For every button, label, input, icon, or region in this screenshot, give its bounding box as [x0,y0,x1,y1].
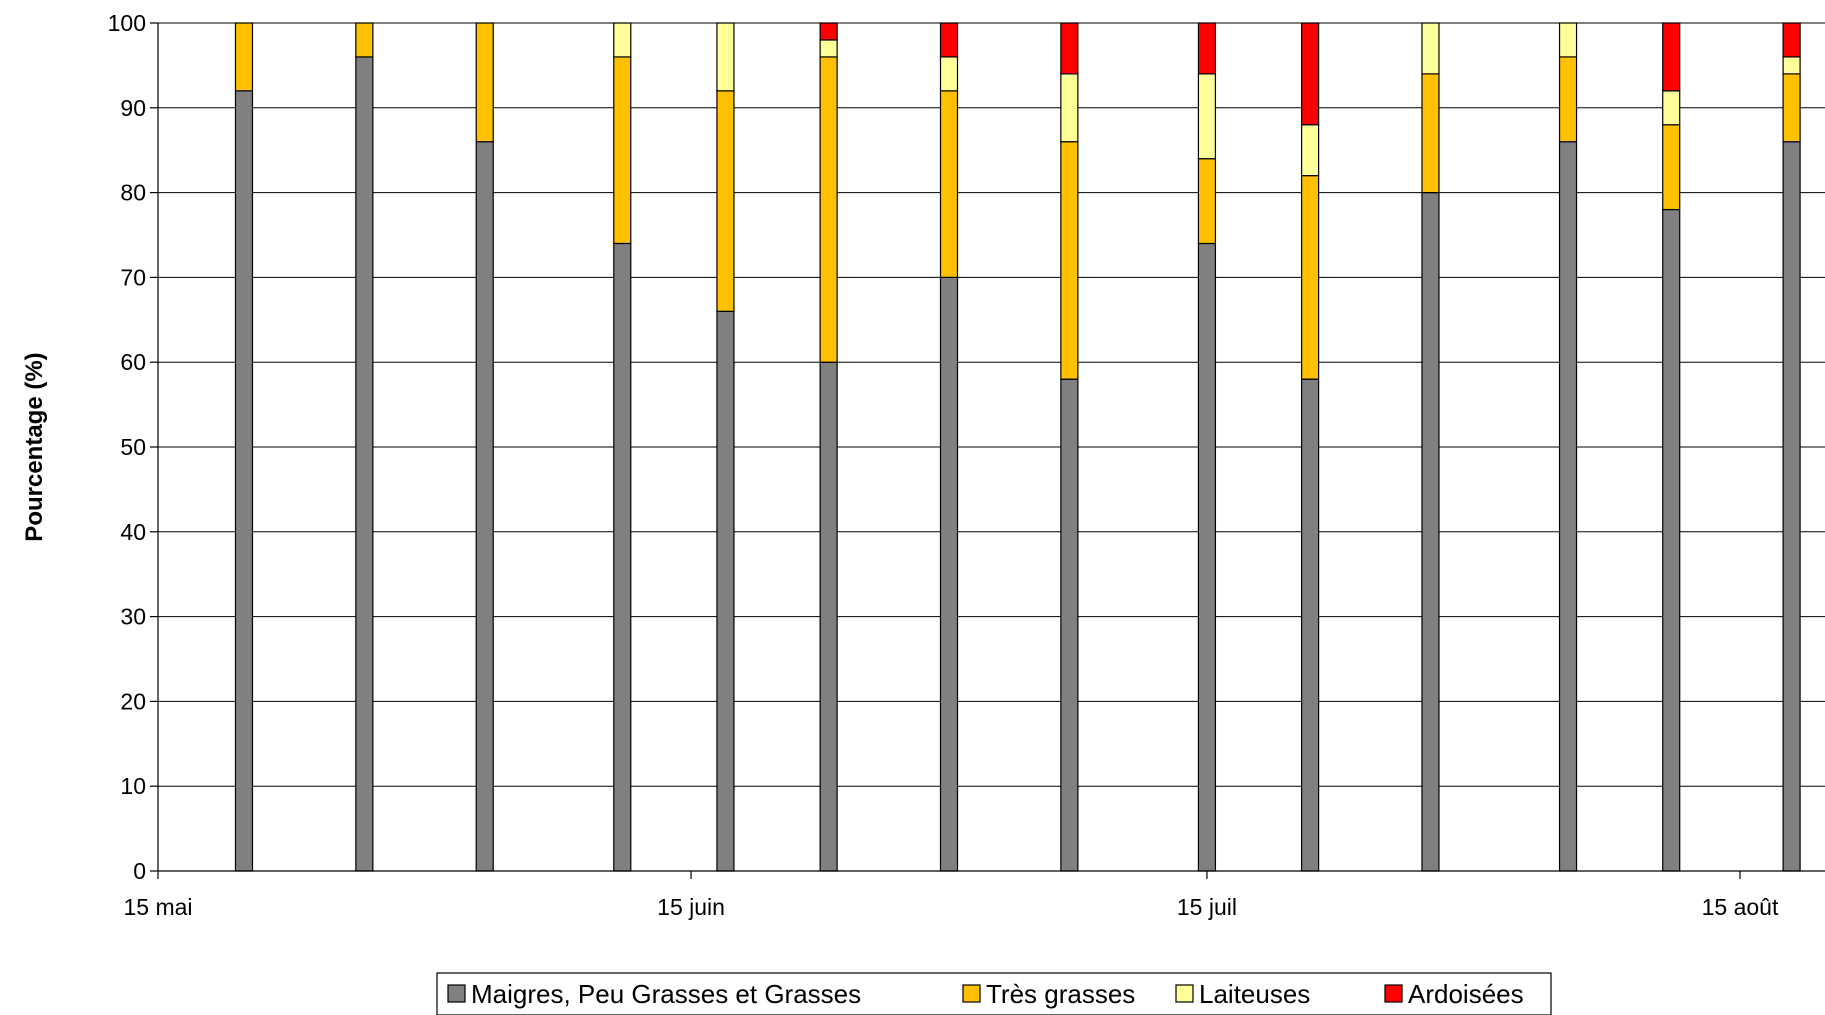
bar-segment [1060,73,1079,143]
legend-swatch [447,984,466,1003]
bar-segment [1301,378,1320,872]
bar-segment [1662,90,1681,126]
legend: Maigres, Peu Grasses et Grasses Très gras… [436,972,1552,1015]
bar-segment [1662,208,1681,872]
y-tick-labels: 0 10 20 30 40 50 60 70 80 90 100 [108,10,146,884]
bar-segment [819,56,838,363]
x-tick-label: 15 mai [123,894,192,920]
y-tick-label: 50 [120,434,146,460]
bar-segment [1421,192,1440,872]
bar-segment [1197,158,1217,245]
bar-segment [613,56,632,245]
bar-segment [1421,22,1440,75]
y-axis-label: Pourcentage (%) [21,352,48,541]
bar-segment [1060,22,1079,75]
bar-segment [716,22,735,92]
bar-segment [475,22,494,143]
bar-segment [234,22,254,92]
legend-label: Très grasses [986,979,1135,1009]
gridlines [158,22,1825,787]
bar-segment [1060,141,1079,380]
bar-segment [1782,73,1801,143]
bar-segment [234,90,254,872]
y-tick-label: 70 [120,264,146,290]
bar-segment [1558,56,1578,143]
legend-label: Ardoisées [1408,979,1524,1009]
y-tick-label: 80 [120,180,146,206]
y-tick-label: 100 [108,10,146,36]
bar-segment [1558,141,1578,872]
y-tick-label: 30 [120,604,146,630]
bar-segment [355,22,374,58]
bar-segment [1301,22,1320,126]
bar-segment [1782,141,1801,872]
bar-segment [1558,22,1578,58]
bar-segment [613,242,632,872]
x-tick-label: 15 juil [1177,894,1237,920]
bar-segment [1060,378,1079,872]
axes [150,22,1825,879]
bar-segment [1301,175,1320,380]
bar-segment [1662,124,1681,211]
bar-segment [939,22,959,58]
bar-segment [1197,73,1217,160]
y-tick-label: 0 [133,858,146,884]
y-tick-label: 10 [120,773,146,799]
y-tick-label: 40 [120,519,146,545]
x-tick-labels: 15 mai 15 juin 15 juil 15 août [123,894,1778,920]
legend-swatch [962,984,981,1003]
legend-label: Maigres, Peu Grasses et Grasses [471,979,861,1009]
bar-segment [475,141,494,872]
bar-segment [613,22,632,58]
y-tick-label: 60 [120,349,146,375]
bar-segment [1197,22,1217,75]
x-tick-label: 15 juin [657,894,725,920]
bar-segment [939,56,959,92]
legend-swatch [1175,984,1194,1003]
bar-segment [716,310,735,872]
bar-segment [1301,124,1320,177]
x-tick-label: 15 août [1702,894,1779,920]
y-tick-label: 90 [120,95,146,121]
bars [234,22,1801,872]
y-tick-label: 20 [120,688,146,714]
bar-segment [819,39,838,58]
bar-segment [819,22,838,41]
legend-items: Maigres, Peu Grasses et Grasses Très gras… [447,979,1524,1009]
bar-segment [1197,242,1217,872]
legend-label: Laiteuses [1199,979,1310,1009]
bar-segment [939,276,959,872]
bar-segment [1782,56,1801,75]
legend-box [436,972,1552,1015]
bar-segment [939,90,959,278]
bar-segment [1421,73,1440,194]
legend-swatch [1384,984,1403,1003]
bar-segment [1662,22,1681,92]
bar-segment [716,90,735,312]
bar-segment [355,56,374,872]
bar-segment [819,361,838,872]
bar-segment [1782,22,1801,58]
